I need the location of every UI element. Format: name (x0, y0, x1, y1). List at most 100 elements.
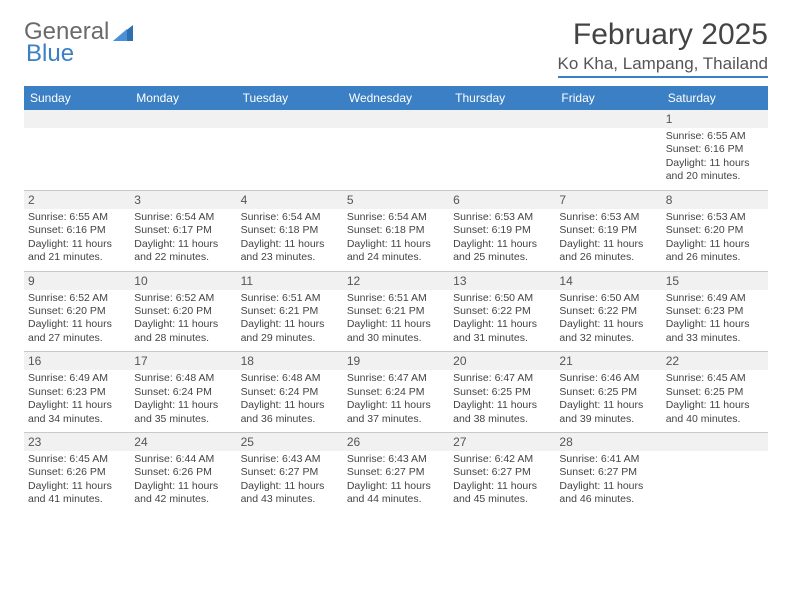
sunset-text: Sunset: 6:16 PM (666, 143, 764, 156)
sunrise-text: Sunrise: 6:53 AM (453, 211, 551, 224)
daylight-text: Daylight: 11 hours and 20 minutes. (666, 157, 764, 184)
sunset-text: Sunset: 6:16 PM (28, 224, 126, 237)
calendar-cell: 16Sunrise: 6:49 AMSunset: 6:23 PMDayligh… (24, 352, 130, 432)
calendar-cell: 21Sunrise: 6:46 AMSunset: 6:25 PMDayligh… (555, 352, 661, 432)
daylight-text: Daylight: 11 hours and 36 minutes. (241, 399, 339, 426)
day-number: 22 (662, 352, 768, 370)
daylight-text: Daylight: 11 hours and 26 minutes. (559, 238, 657, 265)
sunrise-text: Sunrise: 6:47 AM (347, 372, 445, 385)
cell-body: Sunrise: 6:55 AMSunset: 6:16 PMDaylight:… (662, 128, 768, 190)
day-header: Saturday (662, 86, 768, 110)
day-number: 23 (24, 433, 130, 451)
day-number: 10 (130, 272, 236, 290)
calendar-cell: 22Sunrise: 6:45 AMSunset: 6:25 PMDayligh… (662, 352, 768, 432)
daylight-text: Daylight: 11 hours and 28 minutes. (134, 318, 232, 345)
calendar-cell: 9Sunrise: 6:52 AMSunset: 6:20 PMDaylight… (24, 272, 130, 352)
daylight-text: Daylight: 11 hours and 24 minutes. (347, 238, 445, 265)
calendar-cell: 8Sunrise: 6:53 AMSunset: 6:20 PMDaylight… (662, 191, 768, 271)
day-header: Wednesday (343, 86, 449, 110)
daylight-text: Daylight: 11 hours and 43 minutes. (241, 480, 339, 507)
sunrise-text: Sunrise: 6:48 AM (241, 372, 339, 385)
day-header-row: Sunday Monday Tuesday Wednesday Thursday… (24, 86, 768, 110)
sunset-text: Sunset: 6:20 PM (134, 305, 232, 318)
day-header: Friday (555, 86, 661, 110)
sunset-text: Sunset: 6:18 PM (241, 224, 339, 237)
cell-body: Sunrise: 6:45 AMSunset: 6:25 PMDaylight:… (662, 370, 768, 432)
sunset-text: Sunset: 6:26 PM (28, 466, 126, 479)
cell-body (24, 128, 130, 186)
sunset-text: Sunset: 6:20 PM (666, 224, 764, 237)
calendar-cell: 15Sunrise: 6:49 AMSunset: 6:23 PMDayligh… (662, 272, 768, 352)
day-number: 18 (237, 352, 343, 370)
sunset-text: Sunset: 6:27 PM (453, 466, 551, 479)
cell-body: Sunrise: 6:52 AMSunset: 6:20 PMDaylight:… (24, 290, 130, 352)
cell-body (237, 128, 343, 186)
location: Ko Kha, Lampang, Thailand (558, 54, 768, 78)
sunrise-text: Sunrise: 6:45 AM (28, 453, 126, 466)
daylight-text: Daylight: 11 hours and 26 minutes. (666, 238, 764, 265)
sunset-text: Sunset: 6:25 PM (453, 386, 551, 399)
sunrise-text: Sunrise: 6:55 AM (666, 130, 764, 143)
day-number: 11 (237, 272, 343, 290)
day-number: 14 (555, 272, 661, 290)
cell-body: Sunrise: 6:50 AMSunset: 6:22 PMDaylight:… (555, 290, 661, 352)
sunset-text: Sunset: 6:24 PM (134, 386, 232, 399)
sunset-text: Sunset: 6:24 PM (241, 386, 339, 399)
day-number: 28 (555, 433, 661, 451)
daylight-text: Daylight: 11 hours and 38 minutes. (453, 399, 551, 426)
calendar-cell: 11Sunrise: 6:51 AMSunset: 6:21 PMDayligh… (237, 272, 343, 352)
day-number-empty (343, 110, 449, 128)
daylight-text: Daylight: 11 hours and 35 minutes. (134, 399, 232, 426)
calendar-cell: 3Sunrise: 6:54 AMSunset: 6:17 PMDaylight… (130, 191, 236, 271)
day-number: 6 (449, 191, 555, 209)
cell-body: Sunrise: 6:48 AMSunset: 6:24 PMDaylight:… (237, 370, 343, 432)
sunrise-text: Sunrise: 6:43 AM (241, 453, 339, 466)
cell-body: Sunrise: 6:53 AMSunset: 6:20 PMDaylight:… (662, 209, 768, 271)
cell-body: Sunrise: 6:51 AMSunset: 6:21 PMDaylight:… (343, 290, 449, 352)
daylight-text: Daylight: 11 hours and 22 minutes. (134, 238, 232, 265)
cell-body: Sunrise: 6:54 AMSunset: 6:18 PMDaylight:… (237, 209, 343, 271)
day-number: 2 (24, 191, 130, 209)
sunset-text: Sunset: 6:20 PM (28, 305, 126, 318)
logo-triangle-icon (113, 23, 133, 41)
cell-body: Sunrise: 6:45 AMSunset: 6:26 PMDaylight:… (24, 451, 130, 513)
daylight-text: Daylight: 11 hours and 33 minutes. (666, 318, 764, 345)
title-block: February 2025 Ko Kha, Lampang, Thailand (558, 18, 768, 78)
calendar-cell (237, 110, 343, 190)
calendar-cell: 13Sunrise: 6:50 AMSunset: 6:22 PMDayligh… (449, 272, 555, 352)
day-number: 5 (343, 191, 449, 209)
calendar-week: 9Sunrise: 6:52 AMSunset: 6:20 PMDaylight… (24, 271, 768, 352)
daylight-text: Daylight: 11 hours and 41 minutes. (28, 480, 126, 507)
day-number-empty (130, 110, 236, 128)
sunset-text: Sunset: 6:19 PM (453, 224, 551, 237)
sunset-text: Sunset: 6:17 PM (134, 224, 232, 237)
day-number: 19 (343, 352, 449, 370)
sunrise-text: Sunrise: 6:54 AM (241, 211, 339, 224)
cell-body: Sunrise: 6:44 AMSunset: 6:26 PMDaylight:… (130, 451, 236, 513)
sunset-text: Sunset: 6:27 PM (241, 466, 339, 479)
sunset-text: Sunset: 6:22 PM (559, 305, 657, 318)
sunrise-text: Sunrise: 6:49 AM (28, 372, 126, 385)
sunset-text: Sunset: 6:23 PM (666, 305, 764, 318)
sunset-text: Sunset: 6:26 PM (134, 466, 232, 479)
daylight-text: Daylight: 11 hours and 29 minutes. (241, 318, 339, 345)
daylight-text: Daylight: 11 hours and 37 minutes. (347, 399, 445, 426)
calendar-week: 2 Sunrise: 6:55 AMSunset: 6:16 PM Daylight… (24, 190, 768, 271)
day-header: Thursday (449, 86, 555, 110)
sunrise-text: Sunrise: 6:55 AM (28, 211, 126, 224)
sunrise-text: Sunrise: 6:49 AM (666, 292, 764, 305)
daylight-text: Daylight: 11 hours and 23 minutes. (241, 238, 339, 265)
calendar-cell: 10 Sunrise: 6:52 AMSunset: 6:20 PMDayligh… (130, 272, 236, 352)
calendar-cell (343, 110, 449, 190)
sunrise-text: Sunrise: 6:52 AM (134, 292, 232, 305)
sunrise-text: Sunrise: 6:52 AM (28, 292, 126, 305)
calendar-cell: 6Sunrise: 6:53 AMSunset: 6:19 PMDaylight… (449, 191, 555, 271)
cell-body: Sunrise: 6:54 AMSunset: 6:17 PMDaylight:… (130, 209, 236, 271)
calendar-cell (662, 433, 768, 513)
weeks-container: 1Sunrise: 6:55 AMSunset: 6:16 PMDaylight… (24, 110, 768, 513)
calendar-cell: 23Sunrise: 6:45 AMSunset: 6:26 PMDayligh… (24, 433, 130, 513)
day-number-empty (449, 110, 555, 128)
calendar-cell: 27Sunrise: 6:42 AMSunset: 6:27 PMDayligh… (449, 433, 555, 513)
day-number-empty (237, 110, 343, 128)
day-number: 4 (237, 191, 343, 209)
